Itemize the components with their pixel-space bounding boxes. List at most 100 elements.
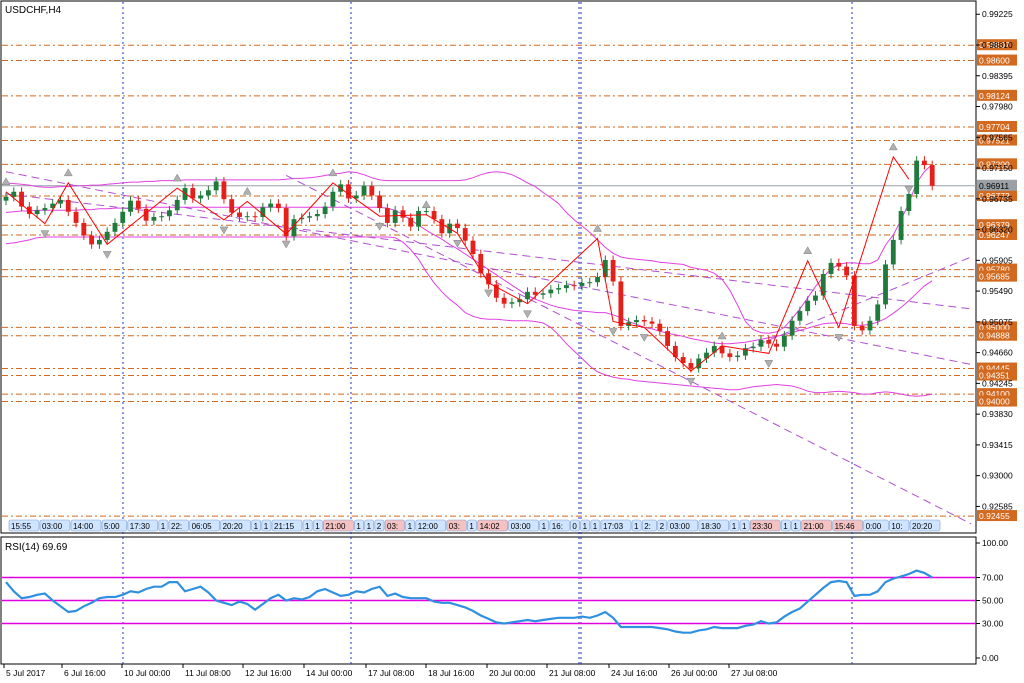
candle-body — [128, 200, 133, 212]
time-tag-label: 1 — [264, 522, 269, 531]
time-tick-label: 21 Jul 08:00 — [549, 668, 596, 678]
time-tag-label: 12:00 — [418, 522, 439, 531]
candle-body — [836, 262, 842, 267]
time-tag-label: 03:00 — [670, 522, 691, 531]
time-tags: 15:55 03:00 14:00 5:00 17:30 1 22: 06:05 20:20 1 1… — [8, 519, 941, 532]
time-axis: 5 Jul 2017 6 Jul 16:00 10 Jul 00:00 11 Jul … — [3, 664, 778, 678]
time-tag-label: 1 — [583, 522, 588, 531]
candle-body — [104, 231, 110, 240]
level-price-tag — [977, 190, 1017, 202]
time-tag — [739, 519, 750, 532]
time-tag-label: 0 — [572, 522, 577, 531]
rsi-tick-label: 50.00 — [982, 596, 1004, 606]
time-tag — [698, 519, 730, 532]
time-tag — [189, 519, 220, 532]
fractal-down-marker — [834, 334, 844, 342]
time-tag-label: 03: — [387, 522, 398, 531]
trend-line — [5, 171, 972, 365]
fractal-up-marker — [63, 168, 73, 177]
price-tick-label: 0.96320 — [982, 225, 1013, 235]
rsi-tick-label: 30.00 — [982, 619, 1004, 629]
level-price-label: 0.94351 — [979, 371, 1010, 381]
candle-body — [805, 300, 811, 312]
candle-body — [42, 208, 48, 211]
candle-body — [65, 199, 71, 212]
time-tag — [415, 519, 447, 532]
time-tag-label: 1 — [305, 522, 310, 531]
candle-body — [750, 346, 756, 349]
candle-body — [50, 203, 56, 209]
time-tag — [590, 519, 601, 532]
time-tag-label: 23:30 — [752, 522, 773, 531]
candle-body — [509, 302, 515, 304]
candle-body — [73, 211, 79, 223]
time-tag-label: 22: — [171, 522, 182, 531]
rsi-line — [5, 569, 933, 634]
level-price-tag — [977, 329, 1017, 341]
level-price-label: 0.98600 — [979, 56, 1010, 66]
time-tick-label: 20 Jul 00:00 — [489, 668, 536, 678]
time-tag — [374, 519, 385, 532]
fractal-down-marker — [102, 251, 112, 259]
time-tag-label: 1 — [732, 522, 737, 531]
level-price-tag — [977, 270, 1017, 282]
fractal-down-marker — [40, 230, 50, 239]
candle-body — [556, 288, 562, 290]
level-price-label: 0.94888 — [979, 331, 1010, 341]
candle-body — [774, 343, 779, 347]
time-tag — [508, 519, 539, 532]
time-tag — [39, 519, 71, 532]
candle-body — [11, 191, 17, 197]
time-tag — [729, 519, 740, 532]
time-tag — [168, 519, 189, 532]
time-tag — [657, 519, 668, 532]
candle-body — [167, 210, 172, 217]
level-price-tag — [977, 54, 1017, 66]
time-tag-label: 03:00 — [511, 522, 532, 531]
rsi-tick-label: 100.00 — [982, 538, 1008, 548]
candle-body — [330, 191, 336, 207]
fractal-down-marker — [608, 328, 618, 336]
time-tick-label: 14 Jul 00:00 — [306, 668, 353, 678]
candle-body — [369, 185, 375, 196]
time-tag-label: 20:20 — [912, 522, 933, 531]
time-tag — [302, 519, 313, 532]
candle-body — [758, 340, 764, 347]
candle-body — [252, 216, 258, 218]
candle-body — [571, 285, 577, 287]
fractal-markers — [1, 142, 914, 386]
level-price-label: 0.97704 — [979, 122, 1010, 132]
rsi-title: RSI(14) 69.69 — [5, 542, 68, 553]
fractal-down-marker — [904, 185, 914, 194]
time-tag-label: 06:05 — [192, 522, 213, 531]
time-tag — [158, 519, 169, 532]
candle-body — [540, 293, 546, 295]
candle-body — [3, 196, 9, 201]
candle-body — [634, 320, 639, 323]
candle-body — [719, 345, 725, 354]
time-tag-label: 2 — [660, 522, 665, 531]
candle-body — [602, 259, 608, 278]
time-tag — [580, 519, 591, 532]
time-tick-label: 11 Jul 08:00 — [185, 668, 231, 678]
level-price-tag — [977, 158, 1017, 170]
price-tick-label: 0.95490 — [982, 286, 1013, 296]
price-tick-label: 0.97150 — [982, 163, 1013, 173]
candle-body — [190, 188, 196, 199]
level-price-label: 0.98807 — [979, 40, 1010, 50]
time-tag — [354, 519, 364, 532]
time-tag — [863, 519, 889, 532]
time-tag — [801, 519, 832, 532]
time-tag-label: 1 — [315, 522, 320, 531]
time-tick-label: 27 Jul 08:00 — [731, 668, 778, 678]
fractal-up-marker — [328, 168, 338, 177]
time-tag-label: 1 — [793, 522, 798, 531]
candle-body — [377, 195, 383, 209]
time-tick-label: 17 Jul 08:00 — [368, 668, 415, 678]
trend-lines — [5, 171, 972, 525]
price-tick-label: 0.97565 — [982, 132, 1013, 142]
price-tick-label: 0.95905 — [982, 255, 1013, 265]
time-tag — [261, 519, 272, 532]
time-tag — [323, 519, 354, 532]
candle-body — [143, 208, 149, 221]
